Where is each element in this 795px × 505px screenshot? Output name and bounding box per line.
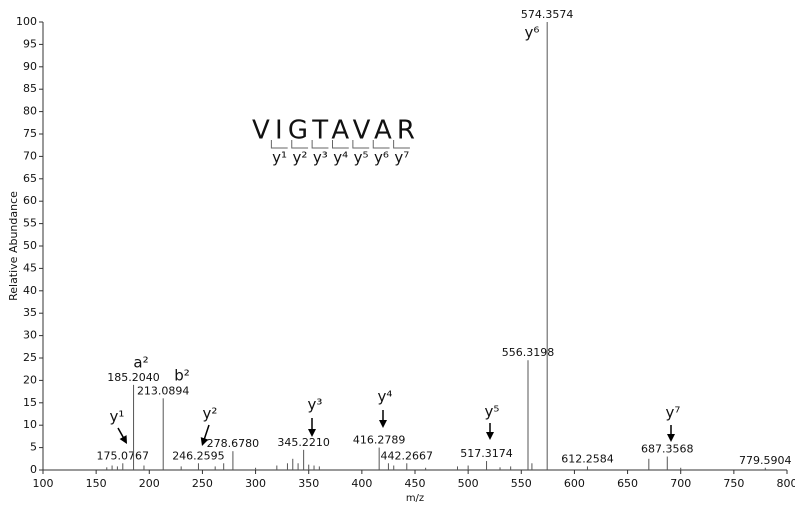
arrow-head xyxy=(200,437,209,446)
peak-label: 779.5904 xyxy=(739,454,792,467)
x-tick-label: 750 xyxy=(723,477,744,490)
y-tick-label: 65 xyxy=(23,172,37,185)
y-tick-label: 5 xyxy=(30,441,37,454)
fragment-label: y² xyxy=(292,149,307,167)
x-tick-label: 450 xyxy=(405,477,426,490)
fragment-bracket xyxy=(291,140,309,149)
arrow-head xyxy=(379,420,387,428)
ion-label: y⁶ xyxy=(525,24,540,42)
ion-label: b² xyxy=(174,367,190,385)
arrow-head xyxy=(119,435,127,444)
y-tick-label: 100 xyxy=(16,15,37,28)
x-tick-label: 600 xyxy=(564,477,585,490)
y-tick-label: 75 xyxy=(23,127,37,140)
ion-label: y¹ xyxy=(110,408,125,426)
ion-label: a² xyxy=(133,354,148,372)
x-tick-label: 700 xyxy=(670,477,691,490)
fragment-bracket xyxy=(332,140,349,149)
fragment-label: y⁶ xyxy=(374,149,389,167)
arrow-head xyxy=(308,429,316,437)
ion-label: y⁴ xyxy=(378,388,393,406)
y-tick-label: 15 xyxy=(23,396,37,409)
y-tick-label: 25 xyxy=(23,351,37,364)
y-tick-label: 35 xyxy=(23,306,37,319)
fragment-bracket xyxy=(311,140,329,149)
y-tick-label: 10 xyxy=(23,418,37,431)
peak-label: 612.2584 xyxy=(561,452,614,465)
x-tick-label: 300 xyxy=(245,477,266,490)
y-tick-label: 55 xyxy=(23,217,37,230)
x-tick-label: 200 xyxy=(139,477,160,490)
peak-label: 213.0894 xyxy=(137,384,190,397)
fragment-label: y⁴ xyxy=(333,149,348,167)
y-tick-label: 50 xyxy=(23,239,37,252)
fragment-bracket xyxy=(393,140,410,149)
fragment-label: y⁵ xyxy=(354,149,369,167)
fragment-bracket xyxy=(372,140,390,149)
x-tick-label: 250 xyxy=(192,477,213,490)
fragment-bracket xyxy=(270,140,288,149)
peak-label: 517.3174 xyxy=(460,447,513,460)
fragment-label: y³ xyxy=(313,149,328,167)
x-tick-label: 350 xyxy=(298,477,319,490)
fragment-label: y⁷ xyxy=(394,149,409,167)
y-tick-label: 60 xyxy=(23,194,37,207)
x-tick-label: 100 xyxy=(33,477,54,490)
peak-label: 345.2210 xyxy=(277,436,330,449)
y-tick-label: 0 xyxy=(30,463,37,476)
y-tick-label: 90 xyxy=(23,60,37,73)
peak-label: 416.2789 xyxy=(353,434,406,447)
x-tick-label: 550 xyxy=(511,477,532,490)
ion-label: y⁷ xyxy=(666,404,681,422)
ion-label: y² xyxy=(203,405,218,423)
peak-label: 556.3198 xyxy=(502,346,555,359)
peak-label: 442.2667 xyxy=(381,449,434,462)
y-tick-label: 85 xyxy=(23,82,37,95)
sequence: VIGTAVAR xyxy=(252,116,415,146)
ion-label: y³ xyxy=(308,396,323,414)
fragment-label: y¹ xyxy=(272,149,287,167)
x-axis-label: m/z xyxy=(406,493,424,504)
x-tick-label: 150 xyxy=(86,477,107,490)
peak-label: 574.3574 xyxy=(521,8,574,21)
y-tick-label: 30 xyxy=(23,329,37,342)
y-tick-label: 80 xyxy=(23,105,37,118)
x-tick-label: 400 xyxy=(351,477,372,490)
peak-label: 246.2595 xyxy=(172,449,225,462)
peak-label: 687.3568 xyxy=(641,443,694,456)
ion-label: y⁵ xyxy=(485,403,500,421)
y-tick-label: 45 xyxy=(23,261,37,274)
y-tick-label: 20 xyxy=(23,373,37,386)
y-tick-label: 70 xyxy=(23,149,37,162)
arrow-head xyxy=(486,432,494,440)
arrow-head xyxy=(667,434,675,442)
y-axis-label: Relative Abundance xyxy=(7,191,20,301)
peak-label: 278.6780 xyxy=(207,437,260,450)
x-tick-label: 650 xyxy=(617,477,638,490)
fragment-bracket xyxy=(352,140,370,149)
y-tick-label: 40 xyxy=(23,284,37,297)
y-tick-label: 95 xyxy=(23,37,37,50)
peak-label: 175.0767 xyxy=(97,449,150,462)
peak-label: 185.2040 xyxy=(107,371,160,384)
x-tick-label: 500 xyxy=(458,477,479,490)
x-tick-label: 800 xyxy=(777,477,795,490)
